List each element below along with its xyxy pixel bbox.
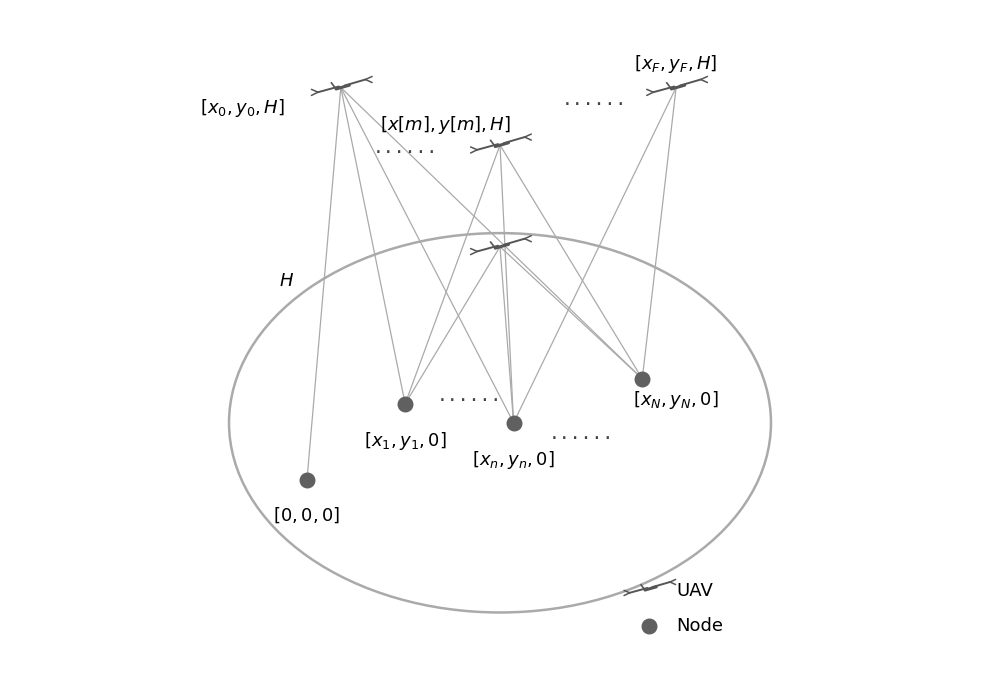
Text: $[x[m],y[m],H]$: $[x[m],y[m],H]$ — [380, 113, 511, 136]
Point — [506, 417, 522, 428]
Text: $[x_n,y_n,0]$: $[x_n,y_n,0]$ — [472, 449, 555, 471]
Text: $[x_1,y_1,0]$: $[x_1,y_1,0]$ — [364, 430, 447, 451]
Point — [397, 398, 413, 409]
Text: ......: ...... — [562, 92, 627, 109]
Text: ......: ...... — [373, 139, 438, 157]
Text: $H$: $H$ — [279, 272, 294, 290]
Text: UAV: UAV — [676, 582, 713, 600]
Text: ......: ...... — [549, 426, 614, 443]
Text: $[x_N,y_N,0]$: $[x_N,y_N,0]$ — [633, 389, 719, 411]
Text: $[x_0,y_0,H]$: $[x_0,y_0,H]$ — [200, 97, 285, 119]
Point — [299, 475, 315, 486]
Text: $[x_F,y_F,H]$: $[x_F,y_F,H]$ — [634, 53, 718, 74]
Text: ......: ...... — [437, 387, 502, 405]
Text: Node: Node — [676, 617, 723, 635]
Point — [634, 374, 650, 385]
Point — [641, 621, 657, 632]
Text: $[0,0,0]$: $[0,0,0]$ — [273, 505, 341, 525]
